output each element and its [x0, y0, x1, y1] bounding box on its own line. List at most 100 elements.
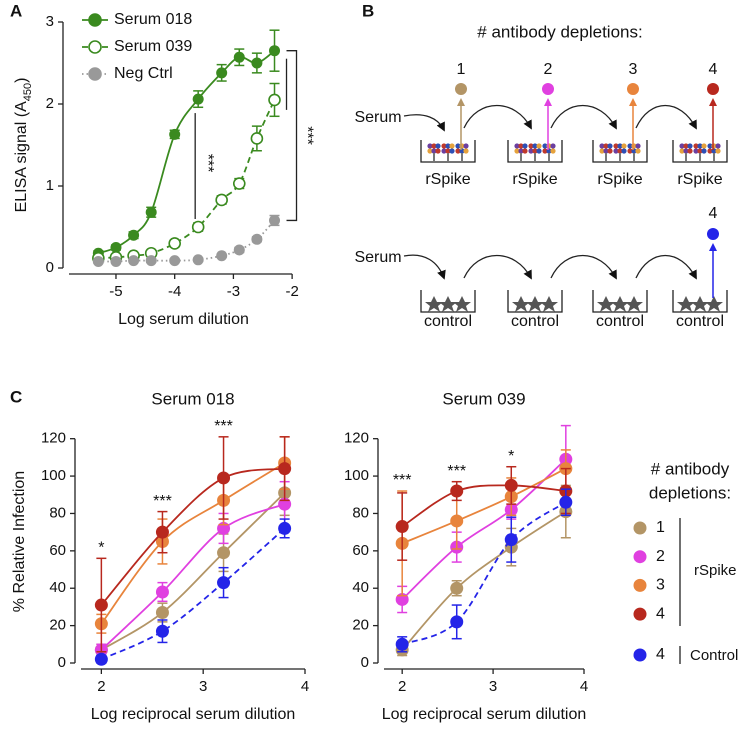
- y-tick-label: 40: [352, 579, 369, 596]
- antibody-icon: [445, 148, 451, 154]
- significance: ***: [153, 493, 172, 510]
- series-line: [100, 492, 286, 651]
- data-point: [217, 576, 231, 590]
- series-line: [98, 219, 276, 263]
- y-tick-label: 40: [49, 579, 66, 596]
- antibody-icon: [528, 143, 534, 149]
- well: [507, 140, 563, 163]
- antibody-icon: [542, 143, 548, 149]
- antibody-icon: [518, 148, 524, 154]
- antibody-icon: [532, 143, 538, 149]
- elution-arrowhead: [709, 98, 717, 106]
- legend-marker: [633, 648, 647, 662]
- y-tick-label: 1: [46, 177, 54, 194]
- data-point: [450, 615, 464, 629]
- series-line: [100, 462, 286, 625]
- well-label: control: [596, 313, 644, 330]
- antibody-icon: [532, 148, 538, 154]
- antibody-icon: [679, 143, 685, 149]
- data-point: [169, 255, 181, 267]
- serum-arrow: [403, 114, 445, 132]
- x-axis-label: Log reciprocal serum dilution: [382, 706, 587, 723]
- antibody-icon: [707, 148, 713, 154]
- x-axis-label: Log reciprocal serum dilution: [91, 706, 296, 723]
- x-tick-label: -3: [227, 283, 240, 300]
- series-line: [100, 467, 285, 606]
- antibody-icon: [455, 143, 461, 149]
- legend-marker: [88, 13, 102, 27]
- significance: *: [98, 540, 104, 557]
- antibody-icon: [536, 148, 542, 154]
- antibody-icon: [463, 143, 469, 149]
- y-tick-label: 0: [46, 259, 54, 276]
- y-axis-label-sub: 450: [22, 83, 34, 101]
- antibody-icon: [599, 148, 605, 154]
- series-line: [401, 484, 566, 528]
- data-point: [251, 233, 263, 245]
- depletion-dot: [707, 228, 719, 240]
- significance: *: [508, 448, 514, 465]
- y-axis-label-end: ): [13, 78, 30, 83]
- legend-marker: [633, 578, 647, 592]
- antibody-icon: [550, 143, 556, 149]
- transfer-arrow: [463, 255, 532, 280]
- antibody-icon: [607, 148, 613, 154]
- antibody-icon: [701, 148, 707, 154]
- antibody-icon: [621, 143, 627, 149]
- x-tick-label: 2: [398, 678, 406, 695]
- depletion-number: 1: [457, 61, 466, 78]
- data-point: [155, 585, 169, 599]
- antibody-icon: [431, 148, 437, 154]
- antibody-icon: [514, 143, 520, 149]
- antibody-icon: [693, 148, 699, 154]
- data-point: [278, 462, 292, 476]
- significance: ***: [298, 126, 315, 145]
- serum-label: Serum: [354, 249, 401, 266]
- antibody-icon: [679, 148, 685, 154]
- antibody-icon: [463, 148, 469, 154]
- data-point: [504, 478, 518, 492]
- elution-arrowhead: [629, 98, 637, 106]
- transfer-arrow: [635, 254, 697, 280]
- antibody-icon: [613, 143, 619, 149]
- data-point: [216, 67, 228, 79]
- legend-label: 4: [656, 605, 665, 622]
- antibody-icon: [528, 148, 534, 154]
- antibody-icon: [522, 148, 528, 154]
- data-point: [450, 581, 464, 595]
- well-label: control: [676, 313, 724, 330]
- antibody-icon: [701, 143, 707, 149]
- antibody-icon: [441, 148, 447, 154]
- antibody-icon: [427, 143, 433, 149]
- depletion-dot: [542, 83, 554, 95]
- significance: ***: [199, 154, 216, 173]
- legend-marker: [633, 607, 647, 621]
- legend-label: 2: [656, 548, 665, 565]
- data-point: [216, 250, 228, 262]
- data-point: [155, 525, 169, 539]
- series-line: [100, 503, 285, 651]
- data-point: [251, 57, 263, 69]
- star-icon: [705, 296, 723, 312]
- diagram-title: # antibody depletions:: [477, 22, 642, 41]
- legend-marker: [633, 550, 647, 564]
- antibody-icon: [607, 143, 613, 149]
- data-point: [192, 93, 204, 105]
- antibody-icon: [441, 143, 447, 149]
- y-tick-label: 60: [352, 542, 369, 559]
- depletion-number: 3: [629, 61, 638, 78]
- depletion-dot: [627, 83, 639, 95]
- data-point: [217, 471, 231, 485]
- well: [672, 290, 728, 313]
- antibody-icon: [635, 148, 641, 154]
- panel-label: A: [10, 1, 22, 20]
- legend-group: rSpike: [694, 562, 737, 579]
- significance-bracket: [286, 50, 298, 222]
- legend-label: 4: [656, 646, 665, 663]
- well-label: control: [424, 313, 472, 330]
- well: [507, 290, 563, 313]
- data-point: [250, 132, 264, 145]
- x-axis-label: Log serum dilution: [118, 311, 249, 328]
- antibody-icon: [435, 143, 441, 149]
